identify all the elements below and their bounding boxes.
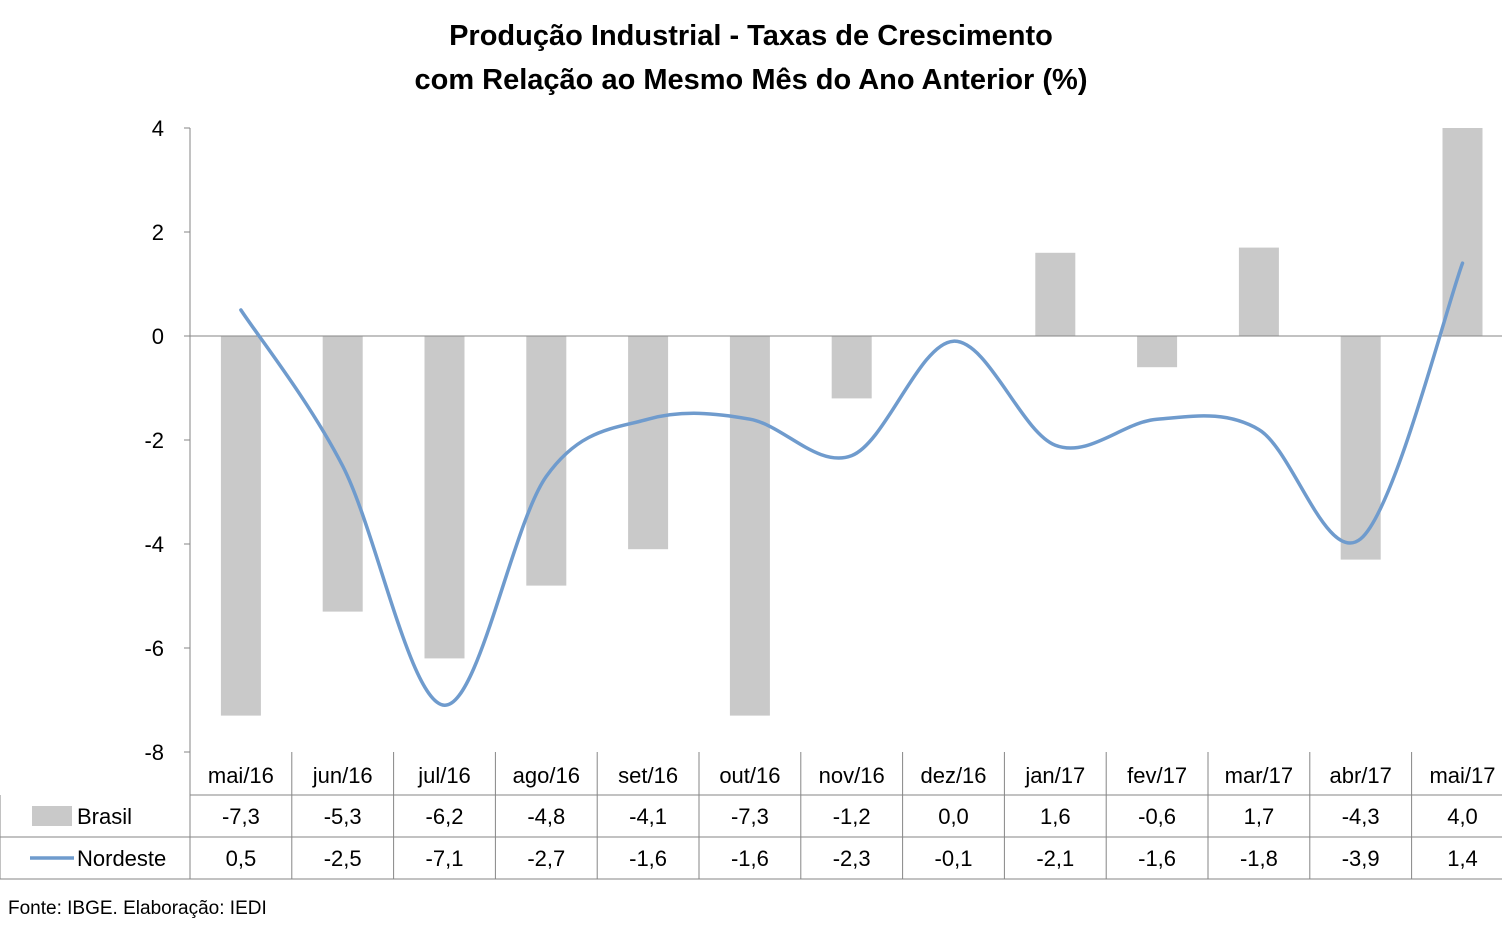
bar-brasil-jul/16 <box>424 336 465 659</box>
table-brasil-jun/16: -5,3 <box>324 804 362 829</box>
y-tick-label-2: 2 <box>152 220 164 245</box>
x-tick-label-dez/16: dez/16 <box>920 763 986 788</box>
y-tick-label--4: -4 <box>144 532 164 557</box>
x-tick-label-mar/17: mar/17 <box>1225 763 1293 788</box>
legend-label-nordeste: Nordeste <box>77 846 166 871</box>
table-nordeste-abr/17: -3,9 <box>1342 846 1380 871</box>
table-nordeste-fev/17: -1,6 <box>1138 846 1176 871</box>
bar-brasil-mai/16 <box>220 336 261 716</box>
line-nordeste <box>239 261 1465 707</box>
legend-key-brasil <box>32 806 72 826</box>
x-tick-label-abr/17: abr/17 <box>1330 763 1392 788</box>
table-nordeste-jan/17: -2,1 <box>1036 846 1074 871</box>
chart-title-line-2: com Relação ao Mesmo Mês do Ano Anterior… <box>414 64 1088 96</box>
x-tick-label-out/16: out/16 <box>719 763 780 788</box>
table-brasil-dez/16: 0,0 <box>938 804 969 829</box>
bar-brasil-abr/17 <box>1340 336 1381 560</box>
chart-title: Produção Industrial - Taxas de Crescimen… <box>0 14 1502 102</box>
table-nordeste-ago/16: -2,7 <box>527 846 565 871</box>
table-brasil-mar/17: 1,7 <box>1244 804 1275 829</box>
table-brasil-abr/17: -4,3 <box>1342 804 1380 829</box>
y-tick-label-0: 0 <box>152 324 164 349</box>
table-brasil-jul/16: -6,2 <box>426 804 464 829</box>
table-nordeste-dez/16: -0,1 <box>935 846 973 871</box>
y-tick-label-4: 4 <box>152 116 164 141</box>
x-tick-label-mai/17: mai/17 <box>1429 763 1495 788</box>
x-tick-label-ago/16: ago/16 <box>513 763 580 788</box>
x-tick-label-mai/16: mai/16 <box>208 763 274 788</box>
bar-brasil-jan/17 <box>1035 252 1076 336</box>
table-nordeste-mar/17: -1,8 <box>1240 846 1278 871</box>
source-note: Fonte: IBGE. Elaboração: IEDI <box>8 898 267 919</box>
x-tick-label-nov/16: nov/16 <box>819 763 885 788</box>
chart-title-line-1: Produção Industrial - Taxas de Crescimen… <box>449 20 1053 52</box>
table-nordeste-jul/16: -7,1 <box>426 846 464 871</box>
bar-brasil-mar/17 <box>1238 247 1279 336</box>
y-tick-label--8: -8 <box>144 740 164 765</box>
x-tick-label-jun/16: jun/16 <box>312 763 373 788</box>
table-brasil-ago/16: -4,8 <box>527 804 565 829</box>
table-brasil-mai/17: 4,0 <box>1447 804 1478 829</box>
x-tick-label-jan/17: jan/17 <box>1024 763 1085 788</box>
legend-label-brasil: Brasil <box>77 804 132 829</box>
table-brasil-set/16: -4,1 <box>629 804 667 829</box>
y-tick-label--6: -6 <box>144 636 164 661</box>
bar-brasil-set/16 <box>628 336 669 550</box>
table-nordeste-set/16: -1,6 <box>629 846 667 871</box>
table-nordeste-mai/16: 0,5 <box>226 846 257 871</box>
bar-brasil-fev/17 <box>1137 336 1178 368</box>
table-nordeste-mai/17: 1,4 <box>1447 846 1478 871</box>
table-brasil-fev/17: -0,6 <box>1138 804 1176 829</box>
bar-brasil-out/16 <box>729 336 770 716</box>
bar-brasil-nov/16 <box>831 336 872 399</box>
table-nordeste-out/16: -1,6 <box>731 846 769 871</box>
bar-brasil-jun/16 <box>322 336 363 612</box>
table-brasil-out/16: -7,3 <box>731 804 769 829</box>
table-nordeste-nov/16: -2,3 <box>833 846 871 871</box>
y-tick-label--2: -2 <box>144 428 164 453</box>
table-nordeste-jun/16: -2,5 <box>324 846 362 871</box>
x-tick-label-jul/16: jul/16 <box>417 763 471 788</box>
x-tick-label-fev/17: fev/17 <box>1127 763 1187 788</box>
table-brasil-jan/17: 1,6 <box>1040 804 1071 829</box>
table-brasil-nov/16: -1,2 <box>833 804 871 829</box>
table-brasil-mai/16: -7,3 <box>222 804 260 829</box>
x-tick-label-set/16: set/16 <box>618 763 678 788</box>
